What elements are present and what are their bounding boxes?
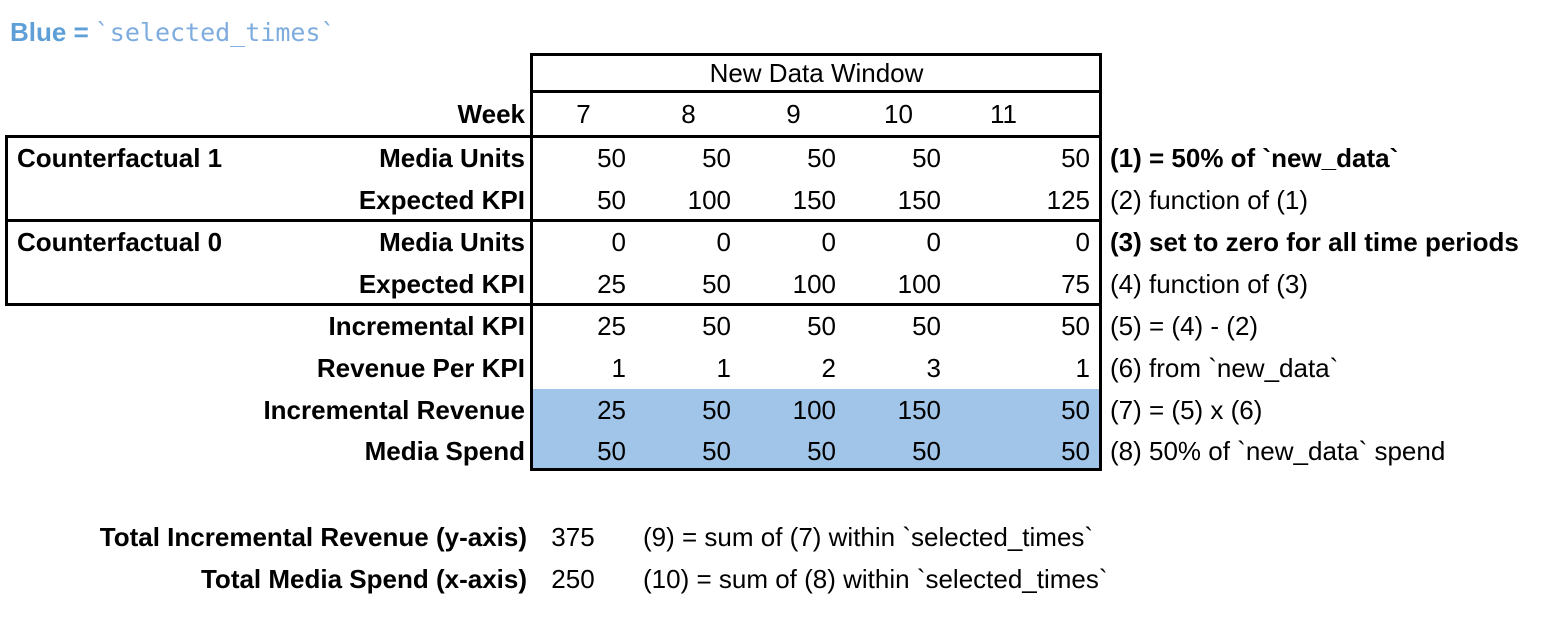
table-row: 50 50 50 50 50	[531, 137, 1100, 179]
table-cell: 0	[1075, 226, 1090, 257]
table-cell: 100	[897, 268, 941, 299]
table-cell: 50	[912, 435, 941, 466]
table-cell: 50	[807, 435, 836, 466]
row-annotation: (3) set to zero for all time periods	[1110, 226, 1519, 257]
total-media-spend-label: Total Media Spend (x-axis)	[200, 563, 527, 594]
table-cell: 25	[597, 394, 626, 425]
table-cell: 50	[807, 142, 836, 173]
table-cell: 25	[597, 268, 626, 299]
header-divider	[531, 90, 1102, 93]
table-cell: 125	[1046, 184, 1090, 215]
table-cell: 50	[912, 310, 941, 341]
row-label: Expected KPI	[358, 184, 525, 215]
table-cell: 50	[597, 184, 626, 215]
table-cell: 25	[597, 310, 626, 341]
table-cell: 3	[926, 352, 941, 383]
counterfactual1-divider	[5, 219, 1102, 222]
table-cell: 100	[792, 394, 836, 425]
table-row: 50 100 150 150 125	[531, 179, 1100, 221]
counterfactual-box-left-border	[5, 135, 8, 306]
week-number: 9	[786, 99, 801, 129]
selected-times-highlight	[533, 389, 1099, 469]
total-incremental-revenue-value: 375	[551, 521, 595, 552]
table-cell: 1	[611, 352, 626, 383]
table-border-top	[531, 53, 1102, 56]
week-number: 7	[576, 99, 591, 129]
table-cell: 50	[1061, 394, 1090, 425]
row-label: Revenue Per KPI	[316, 352, 525, 383]
week-number: 11	[990, 99, 1017, 129]
week-row: 7 8 9 10 11	[531, 93, 1100, 136]
table-cell: 50	[1061, 435, 1090, 466]
row-label: Media Spend	[364, 435, 525, 466]
table-row: 25 50 100 100 75	[531, 263, 1100, 305]
row-annotation: (2) function of (1)	[1110, 184, 1308, 215]
row-annotation: (1) = 50% of `new_data`	[1110, 142, 1399, 173]
legend-note-text: Blue =	[10, 16, 89, 47]
week-number: 8	[681, 99, 696, 129]
total-incremental-revenue-annotation: (9) = sum of (7) within `selected_times`	[643, 521, 1094, 552]
row-annotation: (8) 50% of `new_data` spend	[1110, 435, 1446, 466]
table-cell: 2	[821, 352, 836, 383]
table-cell: 75	[1061, 268, 1090, 299]
table-cell: 100	[792, 268, 836, 299]
table-cell: 100	[687, 184, 731, 215]
week-row-divider	[5, 135, 1102, 138]
table-cell: 50	[1061, 142, 1090, 173]
table-cell: 1	[716, 352, 731, 383]
counterfactual-0-label: Counterfactual 0	[17, 226, 223, 257]
table-cell: 0	[716, 226, 731, 257]
week-number: 10	[884, 99, 913, 129]
table-border-right	[1099, 53, 1102, 471]
table-cell: 50	[702, 310, 731, 341]
total-incremental-revenue-label: Total Incremental Revenue (y-axis)	[99, 521, 527, 552]
table-cell: 150	[897, 184, 941, 215]
total-media-spend-annotation: (10) = sum of (8) within `selected_times…	[643, 563, 1108, 594]
table-cell: 50	[597, 435, 626, 466]
counterfactual-1-label: Counterfactual 1	[17, 142, 223, 173]
new-data-window-header: New Data Window	[709, 57, 924, 88]
table-cell: 50	[807, 310, 836, 341]
row-annotation: (4) function of (3)	[1110, 268, 1308, 299]
table-row: 25 50 50 50 50	[531, 305, 1100, 347]
table-cell: 50	[597, 142, 626, 173]
table-cell: 50	[702, 268, 731, 299]
table-border-left	[530, 53, 533, 471]
counterfactual0-divider	[5, 303, 1102, 306]
table-cell: 50	[1061, 310, 1090, 341]
row-label: Media Units	[379, 226, 525, 257]
table-row: 0 0 0 0 0	[531, 221, 1100, 263]
table-cell: 150	[792, 184, 836, 215]
total-media-spend-value: 250	[551, 563, 595, 594]
week-row-label: Week	[457, 99, 525, 129]
table-cell: 1	[1075, 352, 1090, 383]
row-label: Incremental Revenue	[263, 394, 525, 425]
legend-note: Blue = `selected_times`	[10, 15, 336, 49]
table-cell: 0	[926, 226, 941, 257]
row-label: Media Units	[379, 142, 525, 173]
table-row-highlighted: 50 50 50 50 50	[531, 431, 1100, 471]
table-cell: 0	[611, 226, 626, 257]
table-cell: 50	[912, 142, 941, 173]
row-label: Incremental KPI	[328, 310, 525, 341]
table-cell: 0	[821, 226, 836, 257]
table-row: 1 1 2 3 1	[531, 347, 1100, 389]
row-label: Expected KPI	[358, 268, 525, 299]
row-annotation: (7) = (5) x (6)	[1110, 394, 1263, 425]
table-cell: 50	[702, 142, 731, 173]
table-cell: 150	[897, 394, 941, 425]
table-border-bottom	[531, 468, 1102, 471]
row-annotation: (6) from `new_data`	[1110, 352, 1339, 383]
table-cell: 50	[702, 394, 731, 425]
legend-note-code: `selected_times`	[94, 17, 336, 47]
row-annotation: (5) = (4) - (2)	[1110, 310, 1259, 341]
table-row-highlighted: 25 50 100 150 50	[531, 389, 1100, 431]
table-cell: 50	[702, 435, 731, 466]
